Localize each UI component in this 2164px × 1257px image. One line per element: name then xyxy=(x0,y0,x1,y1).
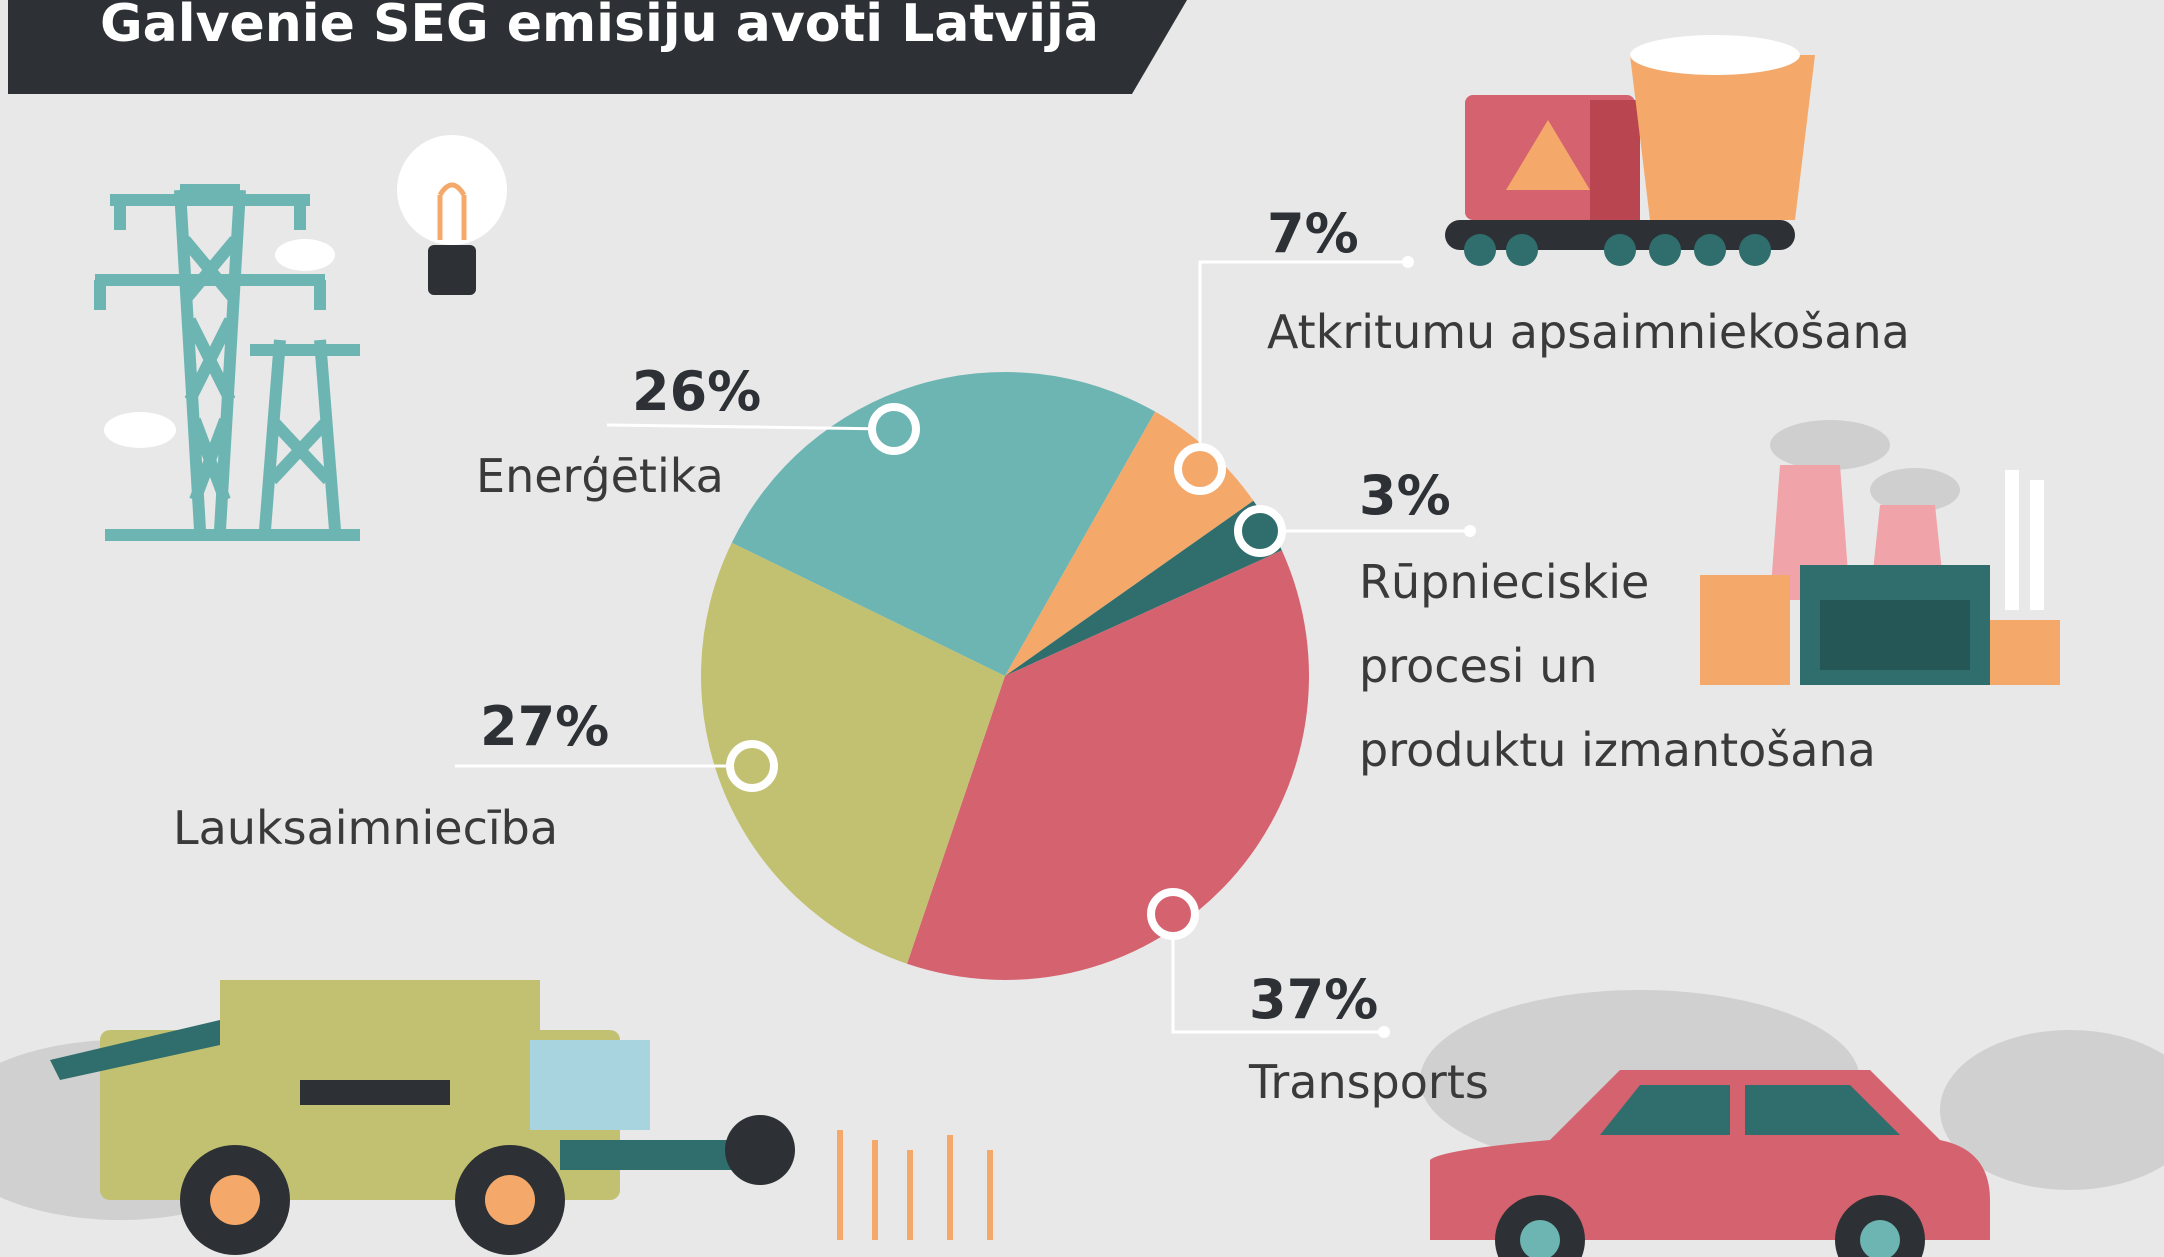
pie-slice xyxy=(1005,500,1282,676)
title-banner xyxy=(8,0,1187,94)
category-label: Rūpnieciskie procesi un produktu izmanto… xyxy=(1359,555,1876,777)
bulb-icon xyxy=(397,135,507,295)
callout-ring xyxy=(868,403,920,455)
leader-line xyxy=(1171,914,1384,1034)
category-label: Enerģētika xyxy=(476,449,724,503)
callout-ring xyxy=(726,740,778,792)
pie-slice xyxy=(731,371,1156,676)
category-label: Transports xyxy=(1249,1055,1489,1109)
leader-dot xyxy=(1464,525,1476,537)
leader-line xyxy=(1198,260,1408,469)
pie-slice xyxy=(907,550,1309,980)
callout-ring xyxy=(1147,888,1199,940)
category-label: Atkritumu apsaimniekošana xyxy=(1267,305,1910,359)
cloud-icon xyxy=(104,412,176,448)
percent-label: 27% xyxy=(480,695,610,758)
cloud-icon xyxy=(275,239,335,271)
leader-line xyxy=(606,423,895,431)
leader-dot xyxy=(1402,256,1414,268)
percent-label: 37% xyxy=(1249,968,1379,1031)
car-icon xyxy=(1420,990,2164,1257)
chart-title: Galvenie SEG emisiju avoti Latvijā xyxy=(100,0,1099,54)
harvester-icon xyxy=(0,980,993,1255)
pie-slice xyxy=(701,542,1005,964)
leader-dot xyxy=(1378,1026,1390,1038)
percent-label: 7% xyxy=(1267,202,1359,265)
callout-ring xyxy=(1174,443,1226,495)
percent-label: 26% xyxy=(632,360,762,423)
callout-ring xyxy=(1234,505,1286,557)
factory-icon xyxy=(1700,420,2060,685)
category-label: Lauksaimniecība xyxy=(173,801,559,855)
percent-label: 3% xyxy=(1359,464,1451,527)
power-tower-icon xyxy=(94,184,360,541)
waste-truck-icon xyxy=(1445,35,1815,266)
